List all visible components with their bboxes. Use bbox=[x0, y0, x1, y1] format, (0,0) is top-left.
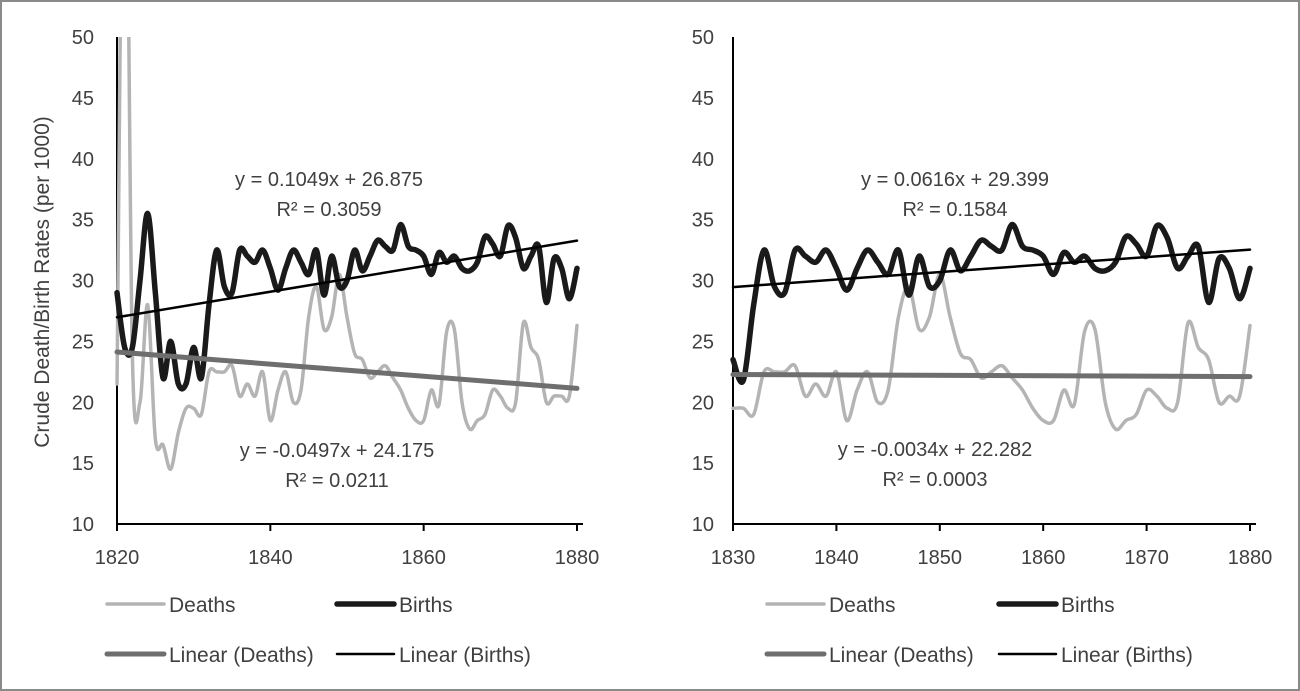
deaths-r-squared: R² = 0.0003 bbox=[882, 469, 987, 491]
births-r-squared: R² = 0.1584 bbox=[902, 199, 1007, 221]
legend-label: Linear (Births) bbox=[399, 644, 531, 667]
x-tick-label: 1860 bbox=[1021, 547, 1066, 569]
trendline-deaths bbox=[114, 349, 580, 391]
x-tick-label: 1830 bbox=[711, 547, 756, 569]
deaths-trend-equation: y = -0.0497x + 24.175 bbox=[240, 440, 435, 462]
x-tick-label: 1820 bbox=[95, 547, 140, 569]
legend-label: Linear (Deaths) bbox=[169, 644, 314, 667]
plot-area bbox=[114, 37, 580, 471]
y-tick-label: 20 bbox=[72, 392, 94, 414]
y-tick-label: 35 bbox=[72, 210, 94, 232]
y-tick-label: 50 bbox=[72, 27, 94, 49]
x-tick-label: 1840 bbox=[248, 547, 293, 569]
y-axis-label: Crude Death/Birth Rates (per 1000) bbox=[31, 116, 54, 448]
legend-item: Births bbox=[996, 594, 1115, 617]
y-tick-label: 40 bbox=[72, 149, 94, 171]
legend-item: Births bbox=[334, 594, 453, 617]
y-tick-label: 20 bbox=[692, 392, 714, 414]
series-line-deaths bbox=[731, 272, 1252, 432]
legend-item: Deaths bbox=[765, 594, 896, 617]
legend-item: Deaths bbox=[105, 594, 236, 617]
legend-label: Linear (Births) bbox=[1061, 644, 1193, 667]
x-tick-label: 1870 bbox=[1124, 547, 1169, 569]
legend-label: Deaths bbox=[829, 594, 896, 617]
births-trend-equation: y = 0.0616x + 29.399 bbox=[861, 169, 1049, 191]
series-line-births bbox=[730, 221, 1253, 385]
x-tick-label: 1880 bbox=[1228, 547, 1273, 569]
y-tick-label: 10 bbox=[692, 514, 714, 536]
chart-1: 10 15 20 25 30 35 40 45 50 1820 1840 1860 1880 y = -0… bbox=[72, 27, 600, 667]
legend: Deaths Births Linear (Deaths) Linear (Birth… bbox=[764, 594, 1193, 667]
deaths-trend-equation: y = -0.0034x + 22.282 bbox=[838, 439, 1033, 461]
series-line-deaths bbox=[115, 37, 579, 471]
y-tick-label: 30 bbox=[72, 271, 94, 293]
y-tick-label: 45 bbox=[692, 88, 714, 110]
y-tick-label: 25 bbox=[692, 331, 714, 353]
y-tick-label: 10 bbox=[72, 514, 94, 536]
deaths-r-squared: R² = 0.0211 bbox=[285, 470, 389, 492]
y-tick-label: 40 bbox=[692, 149, 714, 171]
trendline-births bbox=[115, 239, 579, 319]
plot-area bbox=[730, 221, 1253, 432]
y-tick-label: 50 bbox=[692, 27, 714, 49]
x-tick-label: 1850 bbox=[918, 547, 963, 569]
legend-item: Linear (Deaths) bbox=[104, 644, 314, 667]
y-tick-label: 25 bbox=[72, 331, 94, 353]
legend: Deaths Births Linear (Deaths) Linear (Birth… bbox=[104, 594, 531, 667]
series-line-births bbox=[114, 210, 580, 392]
legend-label: Linear (Deaths) bbox=[829, 644, 974, 667]
trendline-deaths bbox=[730, 372, 1253, 380]
x-tick-label: 1880 bbox=[555, 547, 600, 569]
legend-label: Deaths bbox=[169, 594, 236, 617]
legend-item: Linear (Deaths) bbox=[764, 644, 974, 667]
y-tick-label: 15 bbox=[72, 453, 94, 475]
y-tick-label: 35 bbox=[692, 210, 714, 232]
legend-item: Linear (Births) bbox=[997, 644, 1193, 667]
births-r-squared: R² = 0.3059 bbox=[276, 199, 381, 221]
trendline-births bbox=[731, 248, 1252, 289]
births-trend-equation: y = 0.1049x + 26.875 bbox=[235, 169, 423, 191]
y-tick-label: 15 bbox=[692, 453, 714, 475]
x-tick-label: 1840 bbox=[814, 547, 859, 569]
y-tick-label: 30 bbox=[692, 271, 714, 293]
legend-item: Linear (Births) bbox=[335, 644, 531, 667]
y-tick-label: 45 bbox=[72, 88, 94, 110]
chart-2: 10 15 20 25 30 35 40 45 50 1830 1840 1850 1860 1870 18… bbox=[692, 27, 1273, 667]
x-tick-label: 1860 bbox=[401, 547, 446, 569]
legend-label: Births bbox=[399, 594, 453, 617]
legend-label: Births bbox=[1061, 594, 1115, 617]
